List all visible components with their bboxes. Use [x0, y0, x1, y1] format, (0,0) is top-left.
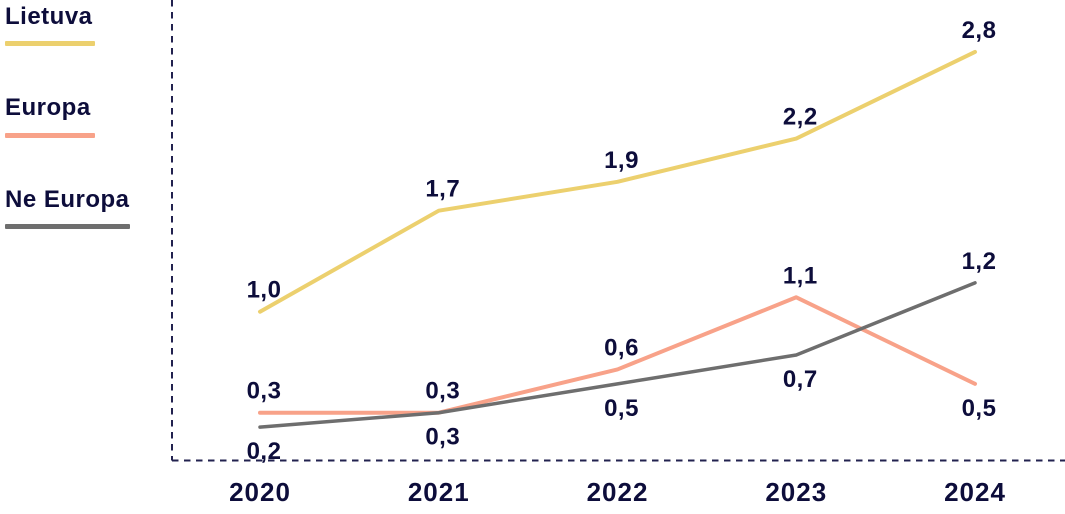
series-line-europa [258, 295, 977, 415]
legend-label: Ne Europa [5, 185, 130, 213]
x-tick-label-2020: 2020 [229, 477, 291, 507]
legend-item-lietuva: Lietuva [5, 3, 95, 47]
value-label-europa-2024: 0,5 [962, 395, 997, 422]
legend-label: Lietuva [5, 3, 93, 30]
x-tick-label-2023: 2023 [765, 477, 827, 507]
legend-label: Europa [5, 94, 91, 122]
legend-swatch-lietuva [5, 41, 95, 47]
series-line-ne-europa [258, 281, 977, 429]
value-label-lietuva-2023: 2,2 [783, 104, 818, 131]
legend-swatch-ne-europa [5, 224, 130, 230]
value-label-lietuva-2021: 1,7 [425, 176, 460, 203]
value-label-lietuva-2020: 1,0 [247, 277, 282, 304]
value-label-europa-2022: 0,6 [604, 334, 639, 361]
value-label-lietuva-2022: 1,9 [604, 147, 639, 174]
x-tick-label-2024: 2024 [944, 477, 1006, 507]
series-line-lietuva [258, 49, 977, 314]
value-label-europa-2023: 1,1 [783, 262, 818, 289]
legend-swatch-europa [5, 132, 95, 138]
value-label-lietuva-2024: 2,8 [962, 17, 997, 44]
legend-item-ne-europa: Ne Europa [5, 185, 130, 230]
value-label-ne-europa-2023: 0,7 [783, 366, 818, 393]
value-label-ne-europa-2022: 0,5 [604, 395, 639, 422]
value-label-ne-europa-2021: 0,3 [425, 424, 460, 451]
value-label-ne-europa-2024: 1,2 [962, 248, 997, 275]
x-tick-label-2021: 2021 [408, 477, 470, 507]
x-tick-label-2022: 2022 [587, 477, 649, 507]
value-label-ne-europa-2020: 0,2 [247, 438, 282, 465]
value-label-europa-2021: 0,3 [425, 378, 460, 405]
legend-item-europa: Europa [5, 94, 95, 138]
value-label-europa-2020: 0,3 [247, 378, 282, 405]
legend: Lietuva Europa Ne Europa [5, 3, 130, 230]
